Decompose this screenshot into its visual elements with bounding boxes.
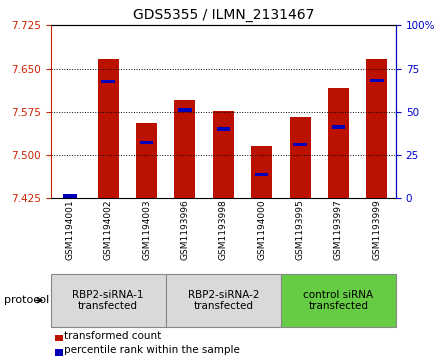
Bar	[178, 108, 192, 112]
Bar	[102, 80, 115, 83]
Text: GSM1194003: GSM1194003	[142, 200, 151, 260]
Bar	[328, 88, 349, 198]
Bar	[140, 141, 153, 144]
Title: GDS5355 / ILMN_2131467: GDS5355 / ILMN_2131467	[132, 8, 314, 22]
Bar	[370, 79, 384, 82]
Bar	[63, 194, 77, 197]
Bar	[174, 99, 195, 198]
Bar	[216, 127, 230, 131]
Text: GSM1194000: GSM1194000	[257, 200, 266, 260]
Text: GSM1193998: GSM1193998	[219, 200, 228, 260]
Text: transformed count: transformed count	[64, 331, 161, 341]
Text: GSM1193999: GSM1193999	[372, 200, 381, 260]
Text: GSM1193995: GSM1193995	[296, 200, 304, 260]
Bar	[213, 111, 234, 198]
Bar	[332, 126, 345, 129]
Bar	[290, 117, 311, 198]
Text: GSM1194002: GSM1194002	[104, 200, 113, 260]
Text: RBP2-siRNA-1
transfected: RBP2-siRNA-1 transfected	[73, 290, 144, 311]
Bar	[251, 146, 272, 198]
Text: GSM1193997: GSM1193997	[334, 200, 343, 260]
Text: percentile rank within the sample: percentile rank within the sample	[64, 345, 240, 355]
Text: RBP2-siRNA-2
transfected: RBP2-siRNA-2 transfected	[187, 290, 259, 311]
Bar	[255, 172, 268, 176]
Text: GSM1194001: GSM1194001	[65, 200, 74, 260]
Bar	[366, 59, 387, 198]
Bar	[136, 123, 157, 198]
Bar	[98, 59, 119, 198]
Text: protocol: protocol	[4, 295, 50, 305]
Text: GSM1193996: GSM1193996	[180, 200, 190, 260]
Bar	[293, 143, 307, 146]
Text: control siRNA
transfected: control siRNA transfected	[303, 290, 374, 311]
